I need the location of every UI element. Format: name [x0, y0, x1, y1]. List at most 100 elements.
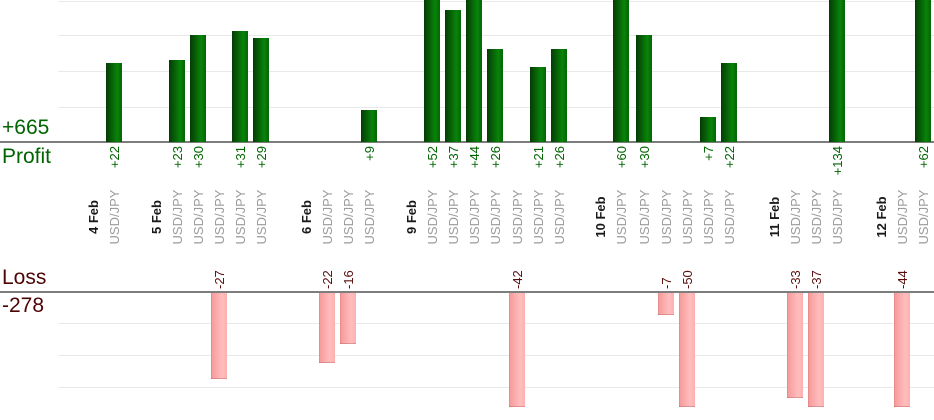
loss-axis-line	[0, 291, 934, 293]
loss-value-label: -27	[212, 270, 227, 289]
profit-bar	[613, 0, 629, 142]
loss-bar	[894, 293, 910, 407]
loss-gridline	[58, 323, 934, 324]
profit-bar	[232, 31, 248, 142]
symbol-label: USD/JPY	[170, 189, 185, 245]
profit-value-label: +44	[467, 146, 482, 169]
profit-value-label: +62	[916, 146, 931, 169]
loss-axis-label: Loss	[2, 266, 47, 289]
symbol-label: USD/JPY	[191, 189, 206, 245]
symbol-label: USD/JPY	[233, 189, 248, 245]
profit-axis-line	[0, 141, 934, 143]
profit-gridline	[58, 35, 934, 36]
profit-bar	[829, 0, 845, 142]
loss-value-label: -16	[341, 270, 356, 289]
loss-value-label: -42	[510, 270, 525, 289]
symbol-label: USD/JPY	[916, 189, 931, 245]
profit-bar	[700, 117, 716, 142]
symbol-label: USD/JPY	[425, 189, 440, 245]
symbol-label: USD/JPY	[552, 189, 567, 245]
profit-bar	[424, 0, 440, 142]
profit-value-label: +30	[637, 146, 652, 169]
profit-value-label: +52	[425, 146, 440, 169]
symbol-label: USD/JPY	[341, 189, 356, 245]
profit-bar	[361, 110, 377, 142]
profit-value-label: +9	[362, 146, 377, 161]
profit-total: +665	[2, 116, 50, 139]
profit-value-label: +30	[191, 146, 206, 169]
date-label: 5 Feb	[149, 200, 164, 234]
profit-bar	[487, 49, 503, 142]
loss-value-label: -7	[659, 277, 674, 289]
loss-value-label: -44	[895, 270, 910, 289]
profit-bar	[721, 63, 737, 142]
profit-value-label: +7	[701, 146, 716, 161]
profit-bar	[190, 35, 206, 142]
profit-value-label: +31	[233, 146, 248, 169]
loss-value-label: -37	[809, 270, 824, 289]
loss-value-label: -33	[788, 270, 803, 289]
symbol-label: USD/JPY	[254, 189, 269, 245]
symbol-label: USD/JPY	[212, 189, 227, 245]
profit-bar	[551, 49, 567, 142]
symbol-label: USD/JPY	[320, 189, 335, 245]
loss-bar	[340, 293, 356, 344]
date-label: 9 Feb	[404, 200, 419, 234]
profit-value-label: +26	[488, 146, 503, 169]
loss-bar	[679, 293, 695, 407]
symbol-label: USD/JPY	[614, 189, 629, 245]
date-label: 10 Feb	[593, 196, 608, 238]
date-label: 4 Feb	[86, 200, 101, 234]
date-label: 6 Feb	[299, 200, 314, 234]
symbol-label: USD/JPY	[107, 189, 122, 245]
profit-value-label: +134	[830, 146, 845, 176]
loss-bar	[509, 293, 525, 407]
date-label: 11 Feb	[767, 196, 782, 238]
loss-gridline	[58, 387, 934, 388]
profit-bar	[169, 60, 185, 142]
profit-bar	[636, 35, 652, 142]
symbol-label: USD/JPY	[510, 189, 525, 245]
symbol-label: USD/JPY	[362, 189, 377, 245]
loss-total: -278	[2, 294, 45, 317]
symbol-label: USD/JPY	[659, 189, 674, 245]
profit-bar	[915, 0, 931, 142]
symbol-label: USD/JPY	[830, 189, 845, 245]
profit-value-label: +37	[446, 146, 461, 169]
date-label: 12 Feb	[874, 196, 889, 238]
loss-bar	[211, 293, 227, 379]
profit-gridline	[58, 1, 934, 2]
symbol-label: USD/JPY	[722, 189, 737, 245]
loss-bar	[808, 293, 824, 407]
profit-value-label: +22	[722, 146, 737, 169]
symbol-label: USD/JPY	[895, 189, 910, 245]
profit-bar	[445, 10, 461, 142]
profit-value-label: +60	[614, 146, 629, 169]
profit-bar	[253, 38, 269, 142]
symbol-label: USD/JPY	[809, 189, 824, 245]
profit-bar	[106, 63, 122, 142]
symbol-label: USD/JPY	[680, 189, 695, 245]
loss-value-label: -22	[320, 270, 335, 289]
loss-gridline	[58, 355, 934, 356]
loss-value-label: -50	[680, 270, 695, 289]
loss-bar	[658, 293, 674, 315]
profit-value-label: +22	[107, 146, 122, 169]
symbol-label: USD/JPY	[467, 189, 482, 245]
profit-value-label: +26	[552, 146, 567, 169]
loss-bar	[319, 293, 335, 363]
symbol-label: USD/JPY	[488, 189, 503, 245]
profit-bar	[530, 67, 546, 142]
symbol-label: USD/JPY	[637, 189, 652, 245]
profit-value-label: +29	[254, 146, 269, 169]
profit-value-label: +23	[170, 146, 185, 169]
profit-bar	[466, 0, 482, 142]
symbol-label: USD/JPY	[531, 189, 546, 245]
symbol-label: USD/JPY	[446, 189, 461, 245]
symbol-label: USD/JPY	[701, 189, 716, 245]
profit-value-label: +21	[531, 146, 546, 169]
symbol-label: USD/JPY	[788, 189, 803, 245]
loss-bar	[787, 293, 803, 398]
profit-axis-label: Profit	[2, 145, 52, 168]
